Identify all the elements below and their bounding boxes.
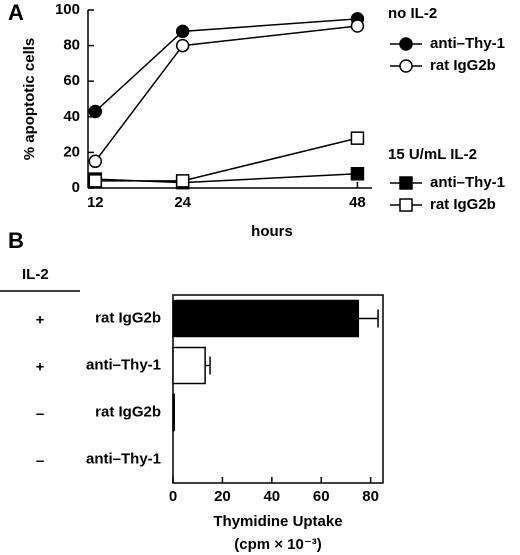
y-tick-label: anti–Thy-1 xyxy=(86,356,161,373)
legend-marker xyxy=(399,176,413,190)
legend-title: no IL-2 xyxy=(388,5,437,22)
x-tick-label: 24 xyxy=(174,194,191,211)
y-axis-label: % apoptotic cells xyxy=(21,38,38,161)
y-tick-label: 40 xyxy=(63,108,80,125)
bar xyxy=(172,346,206,385)
x-tick-label: 12 xyxy=(87,194,104,211)
marker xyxy=(175,24,190,39)
marker xyxy=(350,19,365,33)
x-axis-label: Thymidine Uptake xyxy=(213,513,342,530)
y-tick-label: 0 xyxy=(72,179,80,196)
x-axis-label: hours xyxy=(251,223,293,240)
legend-marker xyxy=(399,198,413,212)
y-tick-label: rat IgG2b xyxy=(95,309,161,326)
y-tick-label: 80 xyxy=(63,37,80,54)
x-tick-label: 20 xyxy=(214,488,231,505)
error-bar xyxy=(358,309,379,328)
legend-marker xyxy=(399,59,413,73)
bar xyxy=(172,299,360,338)
series-line xyxy=(94,25,358,162)
y-tick-label: 60 xyxy=(63,72,80,89)
series-line xyxy=(95,137,358,182)
row-header: IL-2 xyxy=(22,266,49,283)
row-sign: + xyxy=(36,358,45,375)
legend-label: rat IgG2b xyxy=(430,57,496,74)
marker xyxy=(88,174,103,188)
legend-marker xyxy=(399,37,413,51)
y-tick-label: 100 xyxy=(55,1,80,18)
x-tick-label: 0 xyxy=(169,488,177,505)
legend-label: rat IgG2b xyxy=(430,196,496,213)
y-tick-label: rat IgG2b xyxy=(95,403,161,420)
marker xyxy=(175,38,190,53)
error-bar xyxy=(205,356,211,375)
panel-label: A xyxy=(8,0,24,25)
row-sign: – xyxy=(36,405,44,422)
marker xyxy=(175,174,190,188)
bar xyxy=(172,393,175,432)
legend-label: anti–Thy-1 xyxy=(430,174,505,191)
y-tick-label: anti–Thy-1 xyxy=(86,450,161,467)
y-tick-label: 20 xyxy=(63,143,80,160)
marker xyxy=(350,131,365,145)
series-line xyxy=(94,18,358,113)
panel-label: B xyxy=(8,228,24,253)
x-tick-label: 80 xyxy=(362,488,379,505)
marker xyxy=(88,104,103,119)
row-sign: – xyxy=(36,452,44,469)
x-tick-label: 48 xyxy=(349,194,366,211)
legend-label: anti–Thy-1 xyxy=(430,35,505,52)
row-sign: + xyxy=(36,311,45,328)
x-tick-label: 40 xyxy=(263,488,280,505)
marker xyxy=(350,167,365,181)
x-axis-label: (cpm × 10⁻³) xyxy=(234,536,322,553)
plot-frame xyxy=(172,294,384,484)
legend-title: 15 U/mL IL-2 xyxy=(388,146,477,163)
x-tick-label: 60 xyxy=(313,488,330,505)
marker xyxy=(88,154,103,169)
